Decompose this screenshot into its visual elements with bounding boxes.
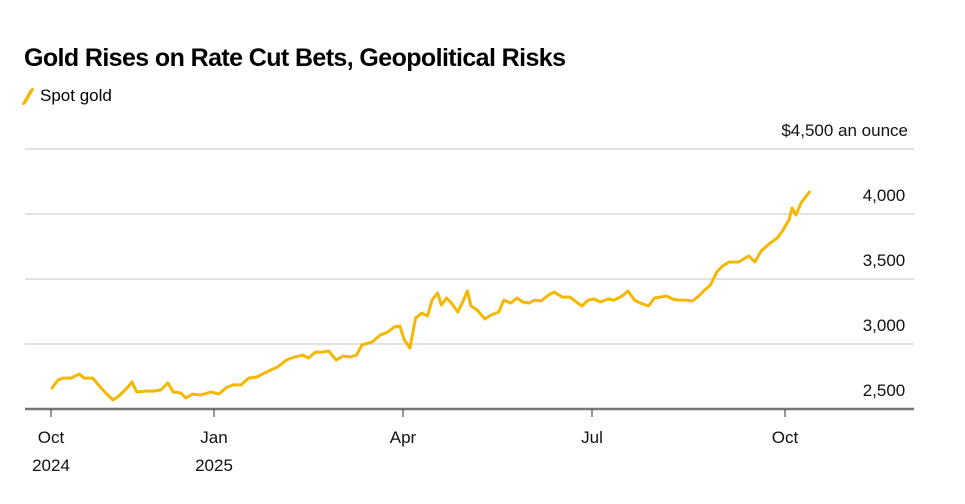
unit-label: $4,500 an ounce [781,121,908,140]
series-line-spot-gold [50,190,811,402]
x-tick-label: Apr [390,428,417,447]
y-tick-label: 3,500 [863,251,906,270]
y-tick-label: 2,500 [863,381,906,400]
x-tick-label: Jan [200,428,227,447]
chart-title: Gold Rises on Rate Cut Bets, Geopolitica… [24,44,566,72]
x-tick-label: Oct [772,428,799,447]
legend-label: Spot gold [40,86,112,105]
x-tick-label: Jul [581,428,603,447]
x-tick-year-label: 2025 [195,456,233,475]
x-tick-label: Oct [38,428,65,447]
legend: Spot gold [21,86,112,106]
x-tick-year-label: 2024 [32,456,70,475]
y-tick-label: 3,000 [863,316,906,335]
y-tick-label: 4,000 [863,186,906,205]
